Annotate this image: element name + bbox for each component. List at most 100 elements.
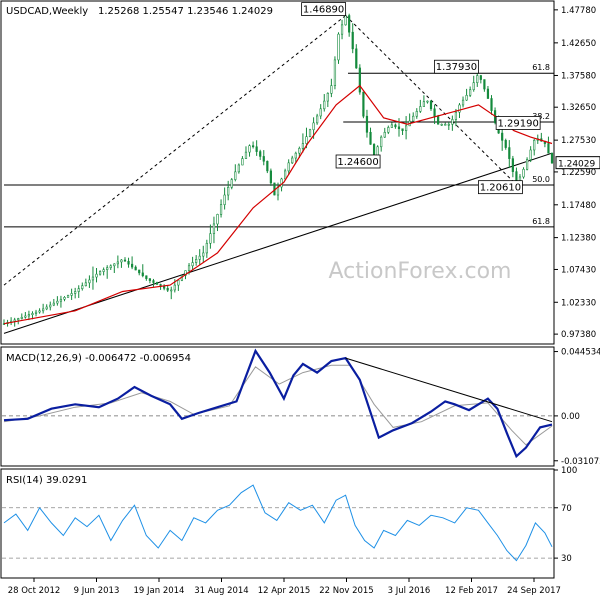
price-candle-body (266, 160, 269, 172)
price-y-tick-label: 1.12380 (561, 234, 596, 244)
rsi-layer (2, 484, 554, 562)
price-candle-body (355, 48, 358, 69)
price-candle-body (390, 124, 393, 128)
price-candle-body (337, 33, 340, 61)
price-candle-body (120, 259, 123, 263)
macd-layer (2, 348, 554, 459)
price-candle-body (316, 115, 319, 124)
price-candle-body (326, 93, 329, 102)
price-candle-body (241, 158, 244, 166)
price-candle-body (251, 145, 255, 148)
price-candle-body (284, 170, 287, 180)
price-annotation-box (335, 154, 381, 169)
macd-y-tick-label: 0.00 (561, 412, 580, 422)
price-candle-body (216, 214, 219, 225)
price-candle-body (152, 280, 155, 283)
price-candle-body (42, 308, 45, 312)
price-candle-body (422, 101, 425, 107)
rsi-y-tick-label: 100 (561, 466, 577, 476)
x-axis-tick-label: 31 Aug 2014 (194, 586, 248, 596)
price-y-tick-label: 1.37580 (561, 71, 596, 81)
price-candle-body (95, 273, 98, 278)
price-candle-body (170, 289, 173, 292)
price-candle-body (195, 259, 198, 263)
price-candle-body (59, 298, 63, 302)
price-candle-body (547, 143, 550, 154)
price-candle-body (415, 111, 418, 117)
price-y-tick-label: 1.02330 (561, 298, 596, 308)
price-candle-body (476, 75, 479, 83)
price-candle-body (429, 100, 433, 110)
price-candle-body (74, 291, 77, 294)
price-candle-body (66, 295, 70, 298)
price-candle-body (27, 314, 31, 317)
macd-title: MACD(12,26,9) -0.006472 -0.006954 (6, 353, 191, 364)
price-candle-body (38, 310, 41, 313)
price-candle-body (522, 168, 525, 178)
price-candle-body (109, 265, 112, 269)
macd-trendline (345, 357, 553, 423)
price-candle-body (223, 194, 226, 205)
rsi-panel-frame (0, 468, 555, 579)
price-trendline (3, 15, 346, 286)
price-candle-body (419, 106, 422, 112)
price-candle-body (113, 263, 116, 267)
price-candle-body (454, 111, 458, 120)
price-candle-body (237, 164, 240, 173)
x-axis-tick-label: 22 Nov 2015 (319, 586, 373, 596)
price-panel-frame (0, 0, 555, 345)
price-candle-body (198, 255, 201, 260)
rsi-title: RSI(14) 39.0291 (6, 475, 87, 486)
price-candle-body (397, 126, 401, 130)
price-candle-body (138, 269, 141, 274)
price-candle-body (508, 147, 511, 159)
price-candle-body (387, 127, 390, 133)
price-candle-body (426, 100, 429, 103)
price-candle-body (34, 311, 38, 314)
price-candle-body (483, 79, 486, 90)
price-candle-body (433, 108, 436, 117)
price-candle-body (141, 272, 144, 277)
rsi-y-tick-label: 70 (561, 504, 572, 514)
macd-y-tick-label: -0.031072 (561, 457, 600, 467)
price-candle-body (305, 136, 308, 144)
price-candle-body (212, 223, 216, 234)
fib-level-label: 61.8 (532, 63, 550, 72)
price-candle-body (294, 152, 297, 159)
fib-level-label: 50.0 (532, 175, 550, 184)
panel-frames (0, 0, 555, 579)
price-candle-body (244, 151, 248, 159)
price-candle-body (234, 171, 237, 180)
price-y-tick-label: 1.47780 (561, 6, 596, 16)
price-candle-body (262, 156, 265, 162)
price-candle-body (269, 170, 272, 184)
price-candle-body (259, 151, 262, 157)
price-candle-body (365, 115, 369, 133)
price-candle-body (81, 285, 84, 289)
price-candle-body (490, 98, 493, 111)
price-candle-body (447, 123, 450, 126)
price-candle-body (45, 306, 48, 310)
price-candle-body (486, 88, 490, 99)
price-annotation-box (434, 59, 479, 74)
price-candle-body (401, 128, 404, 131)
price-candle-body (88, 279, 91, 284)
price-candle-body (437, 116, 440, 125)
macd-line (3, 348, 553, 459)
price-candle-body (84, 282, 87, 287)
price-candle-body (127, 260, 130, 265)
price-candle-body (383, 131, 386, 138)
price-candle-body (230, 179, 233, 188)
price-candle-body (163, 286, 166, 289)
fib-level-label: 38.2 (532, 112, 550, 121)
price-candle-body (501, 132, 504, 141)
price-trendline (3, 152, 553, 334)
price-candle-body (52, 302, 55, 306)
price-candle-body (155, 282, 159, 285)
price-candle-body (472, 82, 475, 91)
last-price-marker (555, 156, 600, 170)
price-candle-body (116, 261, 119, 265)
price-annotation-label: 1.46890 (303, 5, 344, 16)
price-symbol-label: USDCAD,Weekly (6, 6, 88, 17)
price-candle-body (348, 15, 351, 33)
